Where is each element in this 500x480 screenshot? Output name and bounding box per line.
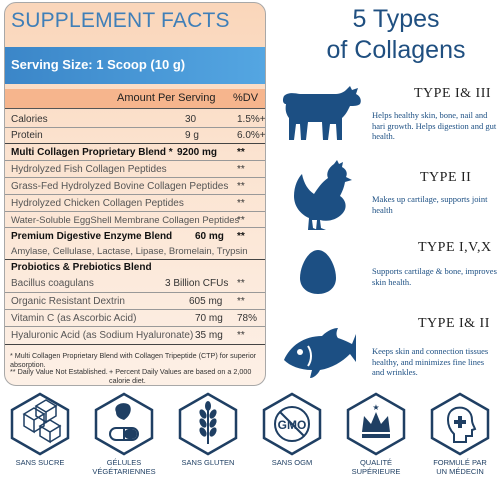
facts-title: SUPPLEMENT FACTS [11,9,230,32]
row-dv: ** [237,215,245,226]
row-name: Hydrolyzed Chicken Collagen Peptides [11,198,184,209]
egg-icon [300,250,336,294]
type-description: Makes up cartilage, supports joint healt… [372,194,488,215]
badge-label: GÉLULES VÉGÉTARIENNES [92,458,156,476]
row-dv: ** [237,296,245,307]
supplement-facts-panel: SUPPLEMENT FACTS Serving Size: 1 Scoop (… [4,2,266,386]
divider [5,127,265,128]
divider [5,292,265,293]
row-name: Amylase, Cellulase, Lactase, Lipase, Bro… [11,246,248,257]
badge-gelules: GÉLULES VÉGÉTARIENNES [84,392,164,480]
divider [5,344,265,345]
badge-label: SANS GLUTEN [181,458,235,467]
footnote-blend: * Multi Collagen Proprietary Blend with … [10,351,257,369]
row-dv: ** [237,330,245,341]
divider [5,177,265,178]
serving-size-bar: Serving Size: 1 Scoop (10 g) [5,47,265,84]
amount-header: Amount Per Serving [117,92,216,104]
divider [5,309,265,310]
type-description: Keeps skin and connection tissues health… [372,346,489,377]
badge-label: QUALITÉ SUPÉRIEURE [351,458,401,476]
capsule-icon [94,392,154,456]
badge-sans-gluten: SANS GLUTEN [168,392,248,480]
divider [5,211,265,212]
row-dv: ** [237,278,245,289]
doctor-icon [430,392,490,456]
badge-medecin: FORMULÉ PAR UN MÉDECIN [420,392,500,480]
cow-icon [282,86,361,140]
types-title-line2: of Collagens [326,36,466,64]
row-name: Hyaluronic Acid (as Sodium Hyaluronate) [11,330,194,341]
crown-icon: ★ [346,392,406,456]
serving-size: Serving Size: 1 Scoop (10 g) [11,57,186,72]
row-name: Probiotics & Prebiotics Blend [11,262,152,273]
type-name: TYPE I& III [414,86,492,101]
row-name: Bacillus coagulans [11,278,94,289]
types-title-line1: 5 Types [352,5,440,33]
row-dv: 78% [237,313,258,324]
divider [5,160,265,161]
divider [5,227,265,228]
row-amount: 70 mg [195,313,223,324]
row-amount: 3 Billion CFUs [165,278,229,289]
sugar-cube-icon [10,392,70,456]
row-amount: 60 mg [195,231,224,242]
divider [5,326,265,327]
type-name: TYPE I,V,X [418,240,492,255]
row-name: Grass-Fed Hydrolyzed Bovine Collagen Pep… [11,181,229,192]
dv-header: %DV [233,92,259,104]
row-dv: ** [237,198,245,209]
row-dv: ** [237,181,245,192]
footnote-percent: + Percent Daily Values are based on a 2,… [109,367,252,385]
row-name: Hydrolyzed Fish Collagen Peptides [11,164,167,175]
row-amount: 9 g [185,130,199,141]
row-name: Multi Collagen Proprietary Blend * [11,147,173,158]
badge-label: FORMULÉ PAR UN MÉDECIN [433,458,487,476]
row-amount: 30 [185,114,197,125]
type-name: TYPE II [420,170,472,185]
row-amount: 35 mg [195,330,223,341]
badge-label: SANS OGM [271,458,313,467]
badge-sans-sucre: SANS SUCRE [0,392,80,480]
row-name: Premium Digestive Enzyme Blend [11,231,173,242]
divider [5,259,265,260]
row-dv: ** [237,164,245,175]
row-dv: ** [237,231,245,242]
row-dv: ** [237,147,245,158]
column-header: Amount Per Serving %DV [5,89,265,109]
chicken-icon [294,160,352,230]
svg-text:★: ★ [372,403,379,412]
badge-qualite: ★ QUALITÉ SUPÉRIEURE [336,392,416,480]
type-name: TYPE I& II [418,316,490,331]
gmo-icon: GMO [262,392,322,456]
divider [5,143,265,144]
badges-row: SANS SUCRE GÉLULES VÉGÉTARIENNES SANS GL… [0,392,500,480]
row-name: Vitamin C (as Ascorbic Acid) [11,313,137,324]
row-name: Water-Soluble EggShell Membrane Collagen… [11,215,240,226]
row-dv: 1.5%+ [237,114,266,125]
divider [5,194,265,195]
wheat-icon [178,392,238,456]
row-name: Organic Resistant Dextrin [11,296,125,307]
row-amount: 9200 mg [177,147,218,158]
fish-icon [284,328,356,378]
row-dv: 6.0%+ [237,130,266,141]
type-description: Helps healthy skin, bone, nail and hari … [372,110,497,141]
type-description: Supports cartilage & bone, improves skin… [372,266,497,287]
row-name: Protein [11,130,43,141]
badge-sans-ogm: GMO SANS OGM [252,392,332,480]
badge-label: SANS SUCRE [15,458,65,467]
footnote-dv: ** Daily Value Not Established. [10,367,108,376]
row-name: Calories [11,114,48,125]
row-amount: 605 mg [189,296,223,307]
types-title: 5 Types of Collagens [296,4,496,66]
